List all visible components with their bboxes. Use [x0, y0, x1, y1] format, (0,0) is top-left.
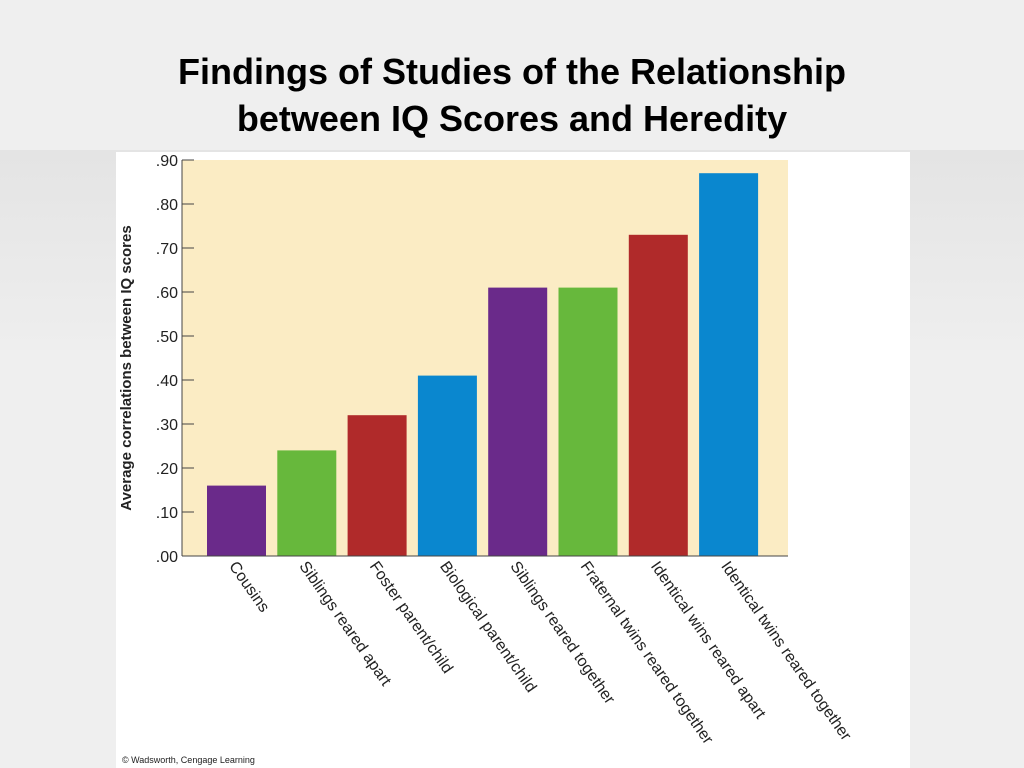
x-category-label: Fraternal twins reared together: [577, 559, 717, 749]
bar-4: [417, 375, 477, 556]
y-tick-label: .40: [156, 373, 178, 390]
x-category-label: Cousins: [225, 559, 272, 616]
y-tick-label: .80: [156, 197, 178, 214]
bar-2: [277, 450, 337, 556]
bar-6: [558, 287, 618, 556]
bar-8: [699, 173, 759, 556]
slide-title-line-1: Findings of Studies of the Relationship: [178, 51, 846, 92]
x-category-label: Identical twins reared together: [717, 559, 854, 745]
y-tick-label: .30: [156, 417, 178, 434]
y-tick-label: .00: [156, 549, 178, 566]
slide-title-line-2: between IQ Scores and Heredity: [236, 98, 788, 139]
bar-chart: .00.10.20.30.40.50.60.70.80.90 Cousins Si…: [118, 153, 855, 749]
slide-title: Findings of Studies of the Relationship …: [0, 48, 1024, 142]
bar-5: [488, 287, 548, 556]
bar-7: [628, 234, 688, 557]
chart-figure: .00.10.20.30.40.50.60.70.80.90 Cousins Si…: [116, 152, 910, 768]
copyright-credit: © Wadsworth, Cengage Learning: [122, 755, 255, 765]
bar-3: [347, 415, 407, 556]
plot-area: [182, 160, 788, 556]
y-tick-label: .50: [156, 329, 178, 346]
x-category-label: Identical wins reared apart: [647, 559, 769, 723]
y-tick-label: .70: [156, 241, 178, 258]
y-tick-label: .60: [156, 285, 178, 302]
y-axis-label: Average correlations between IQ scores: [118, 225, 135, 510]
y-tick-label: .10: [156, 505, 178, 522]
y-tick-label: .90: [156, 153, 178, 170]
bar-1: [207, 485, 266, 556]
y-tick-label: .20: [156, 461, 178, 478]
